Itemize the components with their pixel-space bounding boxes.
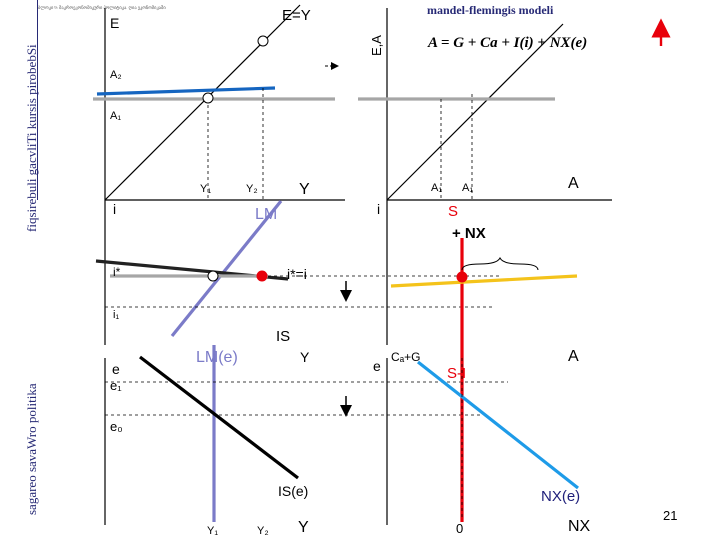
- panel-middle-left: i LM i* i₁ IS: [95, 199, 500, 345]
- formula: A = G + Ca + I(i) + NX(e): [427, 35, 587, 51]
- line-45-right: [386, 23, 564, 201]
- label-is: IS: [276, 328, 290, 345]
- label-a-top-right: A: [568, 175, 579, 192]
- label-y2-top: Y₂: [246, 183, 258, 195]
- label-ea-axis: E,A: [369, 35, 384, 56]
- label-y2-bottom: Y₂: [257, 525, 269, 537]
- label-a1b-right: A₁: [462, 182, 473, 194]
- label-y-bottom: Y: [298, 519, 309, 536]
- label-y1-bottom: Y₁: [207, 525, 218, 537]
- label-a1-right: A₁: [431, 182, 442, 194]
- label-ca-g: Cₐ+G: [391, 350, 420, 364]
- label-y-top: Y: [299, 181, 310, 198]
- page-number: 21: [663, 508, 677, 523]
- is-e-curve: [139, 355, 299, 480]
- point-a1-eq: [202, 92, 214, 104]
- label-i-right-axis: i: [377, 201, 380, 217]
- label-i-axis: i: [113, 201, 116, 217]
- label-e-right-axis: e: [373, 358, 381, 374]
- label-y1-top: Y₁: [200, 183, 211, 195]
- label-e-bottom-axis: e: [112, 361, 120, 377]
- label-zero: 0: [456, 521, 463, 536]
- label-a1: A₁: [110, 110, 121, 122]
- label-e0: e₀: [110, 419, 123, 434]
- point-a2-eq: [257, 35, 269, 47]
- label-i-star-eq-i: i*=i: [287, 266, 307, 282]
- label-is-e: IS(e): [278, 483, 308, 499]
- nx-e-curve: [417, 360, 579, 490]
- label-lm-e: LM(e): [196, 349, 238, 366]
- label-y-bottom-middle: Y: [300, 349, 310, 365]
- label-s: S: [448, 203, 458, 220]
- i-curve-yellow: [390, 274, 578, 288]
- label-e1: e₁: [110, 378, 122, 393]
- label-nx-e: NX(e): [541, 488, 580, 505]
- header-small-text: ბლოკი 9: მაკროეკონომიკური პოლიტიკა. ღია …: [38, 4, 166, 11]
- panel-bottom-right: e Cₐ+G S-I A NX(e) 0 NX: [373, 345, 591, 536]
- label-plus-nx: + NX: [452, 225, 486, 242]
- panel-top-left: E E=Y A₂ A₁ Y₁ Y₂ Y: [93, 4, 345, 201]
- label-a2: A₂: [110, 69, 122, 81]
- panel-bottom-left: e LM(e) e₁ e₀ Y IS(e) Y₁ Y₂ Y: [104, 345, 508, 537]
- label-e-equals-y: E=Y: [282, 7, 311, 24]
- label-lm: LM: [255, 206, 277, 223]
- point-right-red: [456, 271, 468, 283]
- panel-top-right: mandel-flemingis modeli A = G + Ca + I(i…: [358, 3, 671, 201]
- a2-line: [96, 86, 276, 96]
- lm-line: [170, 199, 283, 338]
- panel-middle-right: i S + NX i*=i: [287, 200, 578, 345]
- label-s-i: S-I: [447, 365, 466, 382]
- model-title: mandel-flemingis modeli: [427, 3, 554, 17]
- label-a-bottom: A: [568, 348, 579, 365]
- line-45-degree: [104, 4, 301, 201]
- brace-right: [461, 256, 539, 271]
- point-lm-is-old: [207, 270, 219, 282]
- point-equilibrium-red: [256, 270, 268, 282]
- label-i-star: i*: [113, 265, 121, 279]
- label-e-axis: E: [110, 15, 119, 31]
- label-nx-axis: NX: [568, 518, 591, 535]
- label-i1: i₁: [113, 309, 119, 321]
